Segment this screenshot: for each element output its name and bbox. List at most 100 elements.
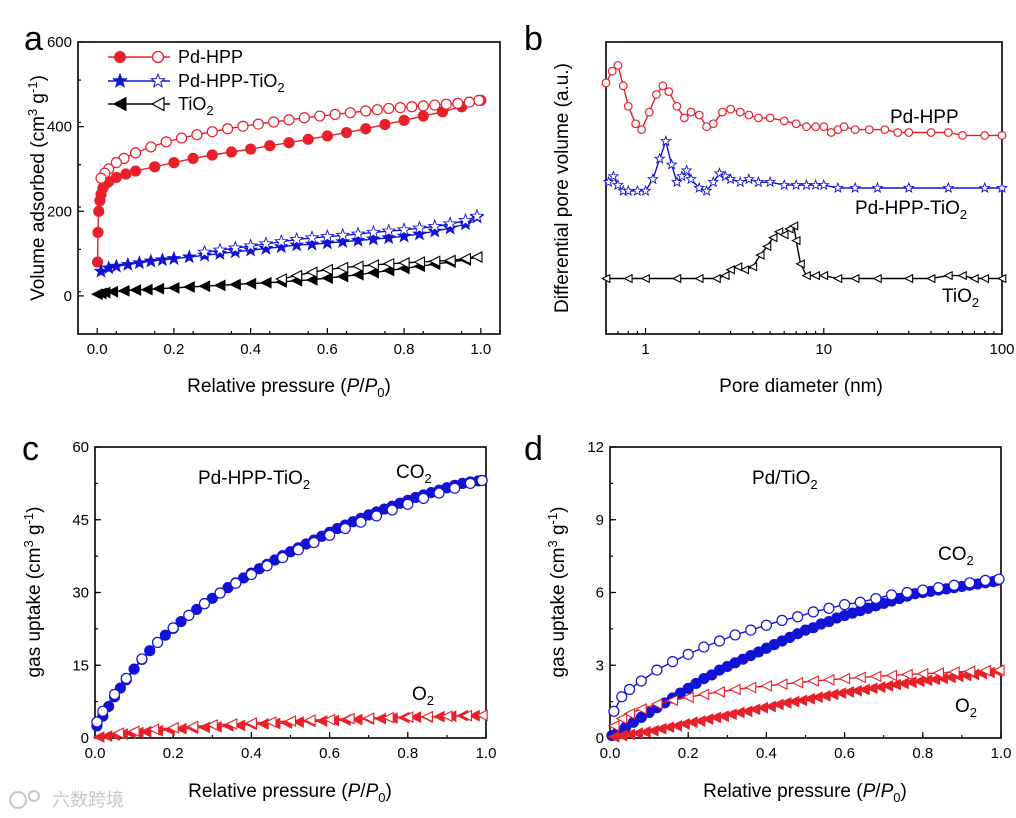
- data-point: [608, 705, 620, 717]
- data-point: [612, 178, 624, 191]
- data-point: [818, 270, 829, 281]
- y-tick-label: 0: [596, 730, 604, 747]
- data-point: [258, 240, 274, 255]
- data-point: [382, 257, 395, 270]
- data-point: [381, 223, 397, 238]
- data-point: [264, 140, 276, 152]
- series-o2-adsorption: [607, 665, 1003, 743]
- data-point: [979, 664, 991, 677]
- data-point: [428, 255, 441, 268]
- data-point: [463, 96, 475, 108]
- data-point: [622, 184, 635, 196]
- data-point: [152, 282, 165, 295]
- data-point: [417, 492, 430, 505]
- data-point: [230, 577, 242, 589]
- panel-c-title: Pd-HPP-TiO2: [198, 468, 310, 492]
- data-point: [601, 78, 611, 88]
- data-point: [754, 113, 763, 123]
- data-point: [350, 713, 363, 726]
- data-point: [324, 529, 336, 541]
- data-point: [761, 241, 772, 252]
- panel-c-ticks: 0.0 0.2 0.4 0.6 0.8 1.0 0 15 30 45 60: [72, 439, 496, 762]
- data-point: [685, 173, 697, 185]
- data-point: [175, 132, 188, 144]
- data-point: [640, 273, 650, 284]
- data-point: [893, 128, 903, 137]
- x-tick-label: 0.0: [85, 745, 106, 762]
- data-point: [245, 143, 257, 155]
- data-point: [382, 711, 394, 724]
- data-point: [694, 110, 704, 120]
- data-point: [979, 574, 991, 586]
- y-tick-label: 6: [596, 585, 604, 602]
- data-point: [379, 118, 391, 131]
- y-tick-label: 15: [72, 657, 89, 674]
- data-point: [672, 101, 682, 111]
- data-point: [283, 114, 295, 126]
- data-point: [760, 619, 773, 631]
- data-point: [717, 710, 729, 723]
- data-point: [659, 135, 672, 147]
- panel-a-letter: a: [24, 20, 43, 58]
- data-point: [314, 110, 326, 122]
- data-point: [916, 667, 929, 680]
- data-point: [187, 152, 199, 164]
- data-point: [932, 667, 944, 679]
- data-point: [744, 110, 754, 120]
- data-point: [147, 723, 160, 736]
- panel-d-title: Pd/TiO2: [752, 468, 818, 492]
- panel-d-series: [606, 573, 1005, 743]
- data-point: [917, 584, 929, 596]
- data-point: [140, 283, 153, 296]
- series-label-pd-hpp: Pd-HPP: [890, 107, 959, 128]
- data-point: [682, 682, 694, 694]
- data-point: [728, 683, 741, 696]
- data-point: [417, 100, 429, 112]
- data-point: [321, 130, 333, 142]
- data-point: [854, 596, 866, 608]
- data-point: [214, 587, 226, 599]
- data-point: [807, 675, 819, 687]
- data-point: [402, 498, 414, 510]
- data-point: [926, 273, 936, 284]
- data-point: [707, 175, 720, 188]
- data-point: [713, 686, 726, 698]
- data-point: [802, 122, 811, 132]
- data-point: [129, 147, 142, 159]
- data-point: [732, 262, 743, 272]
- data-point: [120, 256, 136, 271]
- data-point: [305, 273, 318, 286]
- data-point: [460, 709, 472, 722]
- data-point: [718, 107, 727, 117]
- data-point: [773, 227, 784, 237]
- data-point: [831, 181, 844, 194]
- data-point: [225, 718, 238, 730]
- data-point: [694, 273, 704, 284]
- series-pd-hpp: [601, 60, 1007, 140]
- x-tick-label: 0.8: [912, 745, 933, 762]
- x-tick-label: 0.0: [600, 745, 621, 762]
- data-point: [319, 235, 335, 250]
- data-point: [607, 719, 620, 732]
- watermark-logo-icon: [9, 791, 27, 809]
- y-tick-label: 60: [72, 439, 89, 456]
- y-tick-label: 600: [47, 34, 72, 51]
- x-tick-label: 0.8: [394, 341, 415, 358]
- legend-entry-pd-hpp: Pd-HPP: [108, 47, 243, 67]
- panel-c-letter: c: [22, 430, 39, 468]
- data-point: [646, 724, 659, 737]
- data-point: [227, 240, 243, 255]
- panel-d: d 0.0 0.2 0.4 0.6 0.8 1.0 0 3 6 9 12 Relative pres…: [524, 430, 1011, 805]
- data-point: [449, 482, 461, 494]
- data-point: [635, 711, 647, 723]
- data-point: [744, 681, 757, 694]
- x-tick-label: 0.6: [834, 745, 855, 762]
- data-point: [398, 114, 410, 126]
- x-tick-label: 10: [815, 341, 832, 358]
- data-point: [396, 228, 412, 243]
- data-point: [790, 178, 803, 191]
- data-point: [443, 254, 456, 267]
- data-point: [321, 272, 333, 285]
- data-point: [198, 280, 211, 293]
